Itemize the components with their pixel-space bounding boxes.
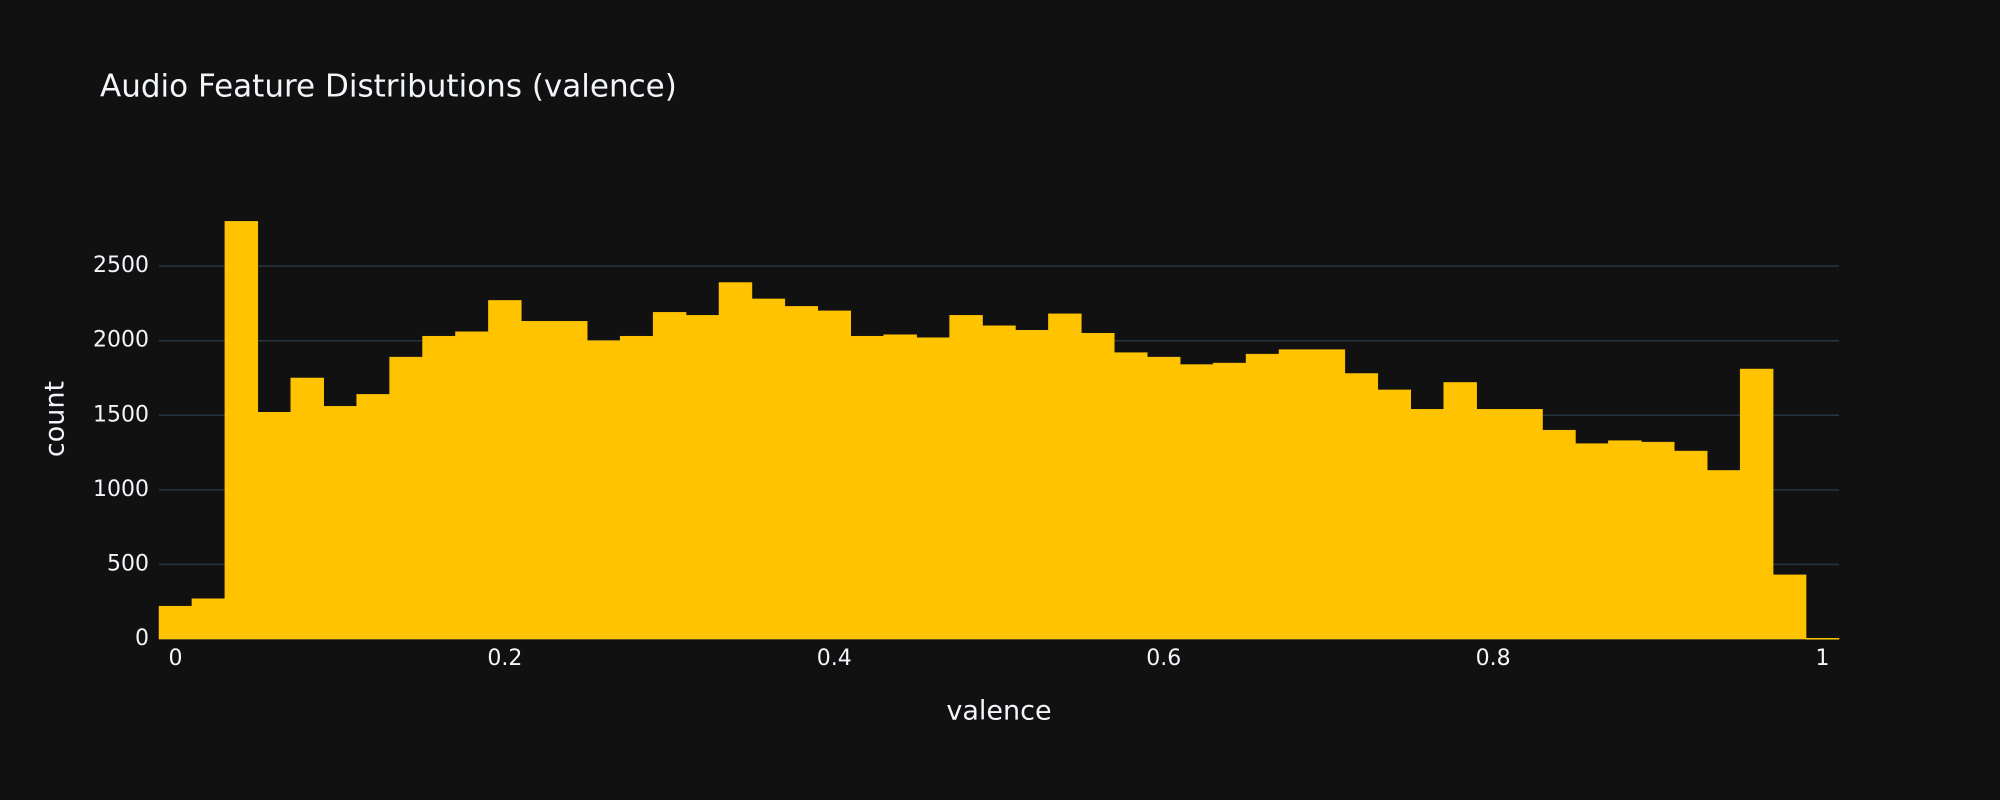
chart-title: Audio Feature Distributions (valence) — [100, 69, 677, 105]
bar — [1015, 330, 1049, 640]
y-tick-label: 2000 — [93, 328, 149, 353]
bar — [718, 282, 753, 640]
y-tick-label: 2500 — [93, 253, 149, 278]
bar — [883, 334, 917, 640]
bar — [1146, 356, 1181, 640]
bar — [751, 298, 786, 640]
bar — [1476, 409, 1510, 640]
bar — [685, 315, 720, 640]
y-tick-label: 1000 — [93, 477, 149, 502]
bar — [784, 306, 819, 640]
x-tick-label: 0.2 — [487, 646, 522, 671]
x-tick-label: 0.8 — [1476, 646, 1511, 671]
bar — [619, 335, 654, 640]
bar — [1311, 349, 1346, 640]
bar — [1641, 441, 1675, 640]
bar — [1805, 638, 1840, 640]
x-tick-label: 0 — [168, 646, 182, 671]
bar — [1278, 349, 1313, 640]
y-tick-label: 500 — [107, 551, 149, 576]
bar — [1509, 409, 1543, 640]
bar — [521, 321, 555, 640]
bar — [1772, 574, 1807, 640]
bar — [554, 321, 588, 640]
bar — [949, 315, 983, 640]
bar — [1212, 362, 1247, 640]
bar — [1410, 409, 1444, 640]
x-tick-label: 1 — [1816, 646, 1830, 671]
y-axis-title: count — [40, 381, 71, 457]
bar — [1542, 429, 1576, 640]
y-tick-label: 0 — [135, 626, 149, 651]
bar — [1674, 450, 1708, 640]
bar — [982, 325, 1016, 640]
bar — [158, 605, 193, 640]
bar — [389, 356, 423, 640]
bar — [191, 598, 226, 640]
bar — [1245, 353, 1280, 640]
bar — [323, 406, 357, 640]
bar — [1344, 373, 1379, 640]
bar — [257, 412, 292, 640]
bar — [1048, 313, 1082, 640]
bar — [1739, 368, 1774, 640]
bar — [422, 335, 456, 640]
x-axis-title: valence — [946, 696, 1051, 727]
bar — [1179, 364, 1214, 640]
bar — [1575, 443, 1609, 640]
bar — [1706, 470, 1741, 640]
x-tick-label: 0.6 — [1146, 646, 1181, 671]
bar — [586, 340, 621, 640]
bar — [1081, 332, 1115, 640]
bar — [850, 335, 884, 640]
bar — [290, 377, 324, 640]
bar — [817, 310, 852, 640]
x-tick-label: 0.4 — [817, 646, 852, 671]
bar — [916, 337, 950, 640]
bar — [455, 331, 489, 640]
bar — [488, 300, 522, 640]
y-tick-label: 1500 — [93, 402, 149, 427]
bar — [224, 221, 259, 640]
bar — [356, 394, 390, 640]
bar — [1377, 389, 1412, 640]
bar — [1443, 382, 1477, 640]
bar — [652, 312, 687, 640]
bar — [1608, 440, 1642, 640]
bar — [1114, 352, 1148, 640]
